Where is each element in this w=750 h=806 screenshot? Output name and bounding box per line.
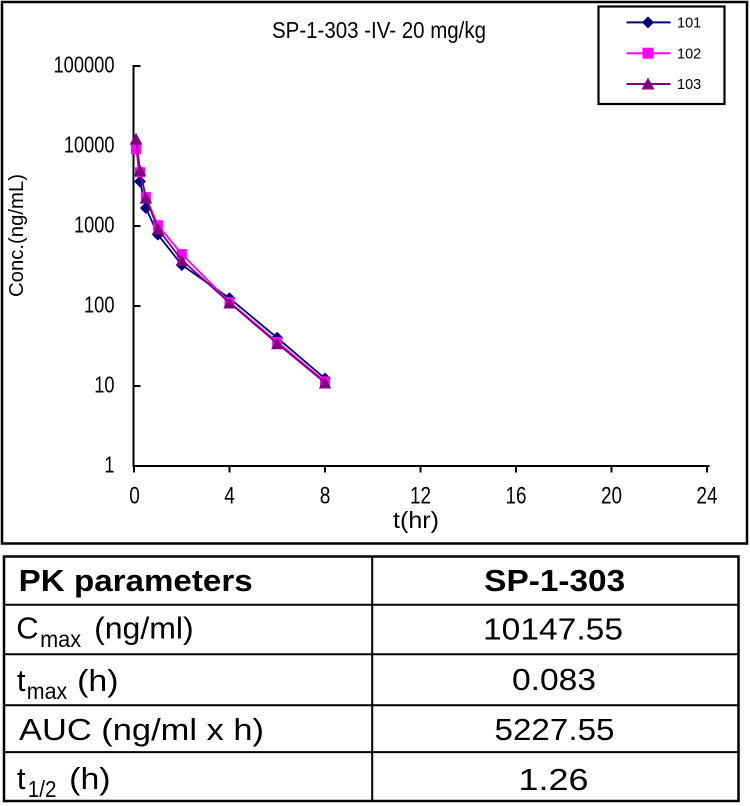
svg-text:10000: 10000: [64, 132, 115, 158]
svg-text:1000: 1000: [74, 212, 115, 238]
svg-text:(h): (h): [69, 761, 110, 796]
svg-text:8: 8: [320, 483, 331, 510]
svg-text:SP-1-303: SP-1-303: [484, 563, 625, 598]
svg-text:20: 20: [601, 483, 622, 510]
svg-text:10: 10: [94, 372, 114, 398]
svg-text:t: t: [17, 663, 26, 698]
svg-text:5227.55: 5227.55: [495, 712, 615, 747]
svg-text:24: 24: [697, 483, 718, 510]
svg-text:12: 12: [410, 483, 431, 510]
svg-text:C: C: [16, 611, 38, 646]
svg-text:max: max: [40, 626, 81, 652]
svg-text:103: 103: [677, 76, 701, 93]
svg-text:0: 0: [129, 483, 140, 510]
svg-text:1: 1: [104, 452, 114, 478]
svg-text:Conc.(ng/mL): Conc.(ng/mL): [6, 174, 28, 297]
svg-text:100000: 100000: [54, 52, 115, 78]
svg-text:0.083: 0.083: [512, 662, 596, 697]
svg-text:4: 4: [224, 483, 235, 510]
svg-text:1.26: 1.26: [519, 762, 589, 797]
svg-text:102: 102: [677, 45, 701, 62]
svg-text:max: max: [27, 678, 68, 704]
svg-text:100: 100: [84, 292, 115, 318]
svg-text:(ng/ml): (ng/ml): [94, 611, 194, 646]
svg-text:t: t: [17, 761, 26, 796]
svg-text:101: 101: [677, 15, 701, 32]
svg-text:(h): (h): [77, 663, 118, 698]
svg-text:10147.55: 10147.55: [483, 612, 623, 647]
svg-text:16: 16: [506, 483, 527, 510]
svg-text:AUC (ng/ml x h): AUC (ng/ml x h): [19, 712, 264, 747]
svg-text:1/2: 1/2: [28, 776, 57, 802]
svg-text:PK parameters: PK parameters: [19, 563, 253, 598]
svg-text:t(hr): t(hr): [393, 507, 439, 533]
svg-text:SP-1-303 -IV- 20 mg/kg: SP-1-303 -IV- 20 mg/kg: [272, 17, 486, 43]
